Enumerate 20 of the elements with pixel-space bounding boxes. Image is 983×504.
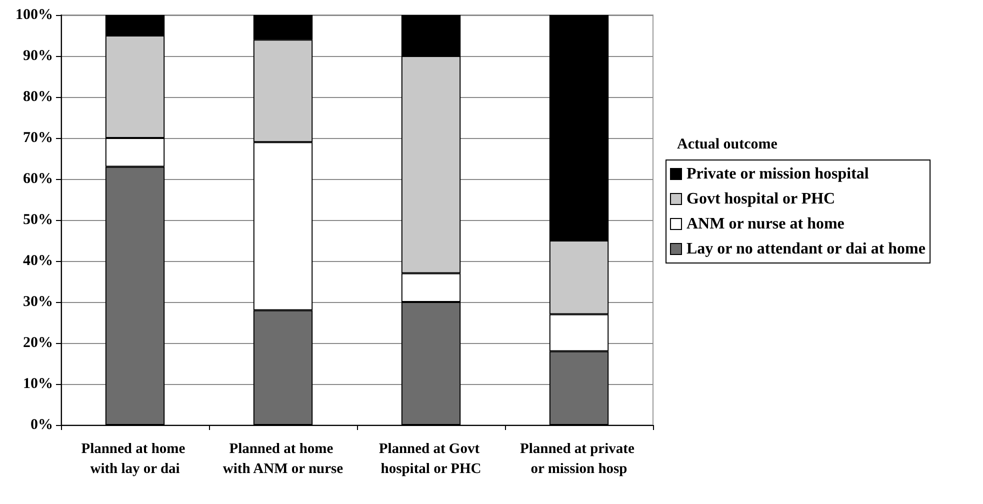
y-tick-label: 80%	[23, 89, 53, 105]
legend-title: Actual outcome	[677, 136, 778, 152]
legend-label: ANM or nurse at home	[686, 216, 844, 232]
legend-label: Private or mission hospital	[686, 166, 870, 182]
y-tick-label: 50%	[23, 212, 53, 228]
y-tick-label: 20%	[23, 335, 53, 351]
x-tick-label: Planned at Govt hospital or PHC	[378, 441, 484, 477]
legend-label: Govt hospital or PHC	[686, 190, 836, 208]
y-tick-label: 30%	[23, 294, 53, 310]
y-tick-label: 40%	[23, 253, 53, 269]
y-tick-label: 70%	[23, 130, 53, 146]
y-tick-label: 10%	[23, 376, 53, 392]
x-tick-label: Planned at private or mission hosp	[520, 441, 638, 477]
y-tick-label: 60%	[23, 171, 53, 187]
y-tick-label: 100%	[16, 7, 53, 23]
x-tick-label: Planned at home with lay or dai	[81, 441, 189, 477]
y-tick-label: 90%	[23, 48, 53, 64]
y-tick-label: 0%	[30, 417, 53, 433]
x-tick-label: Planned at home with ANM or nurse	[222, 441, 344, 477]
legend-label: Lay or no attendant or dai at home	[686, 240, 926, 258]
